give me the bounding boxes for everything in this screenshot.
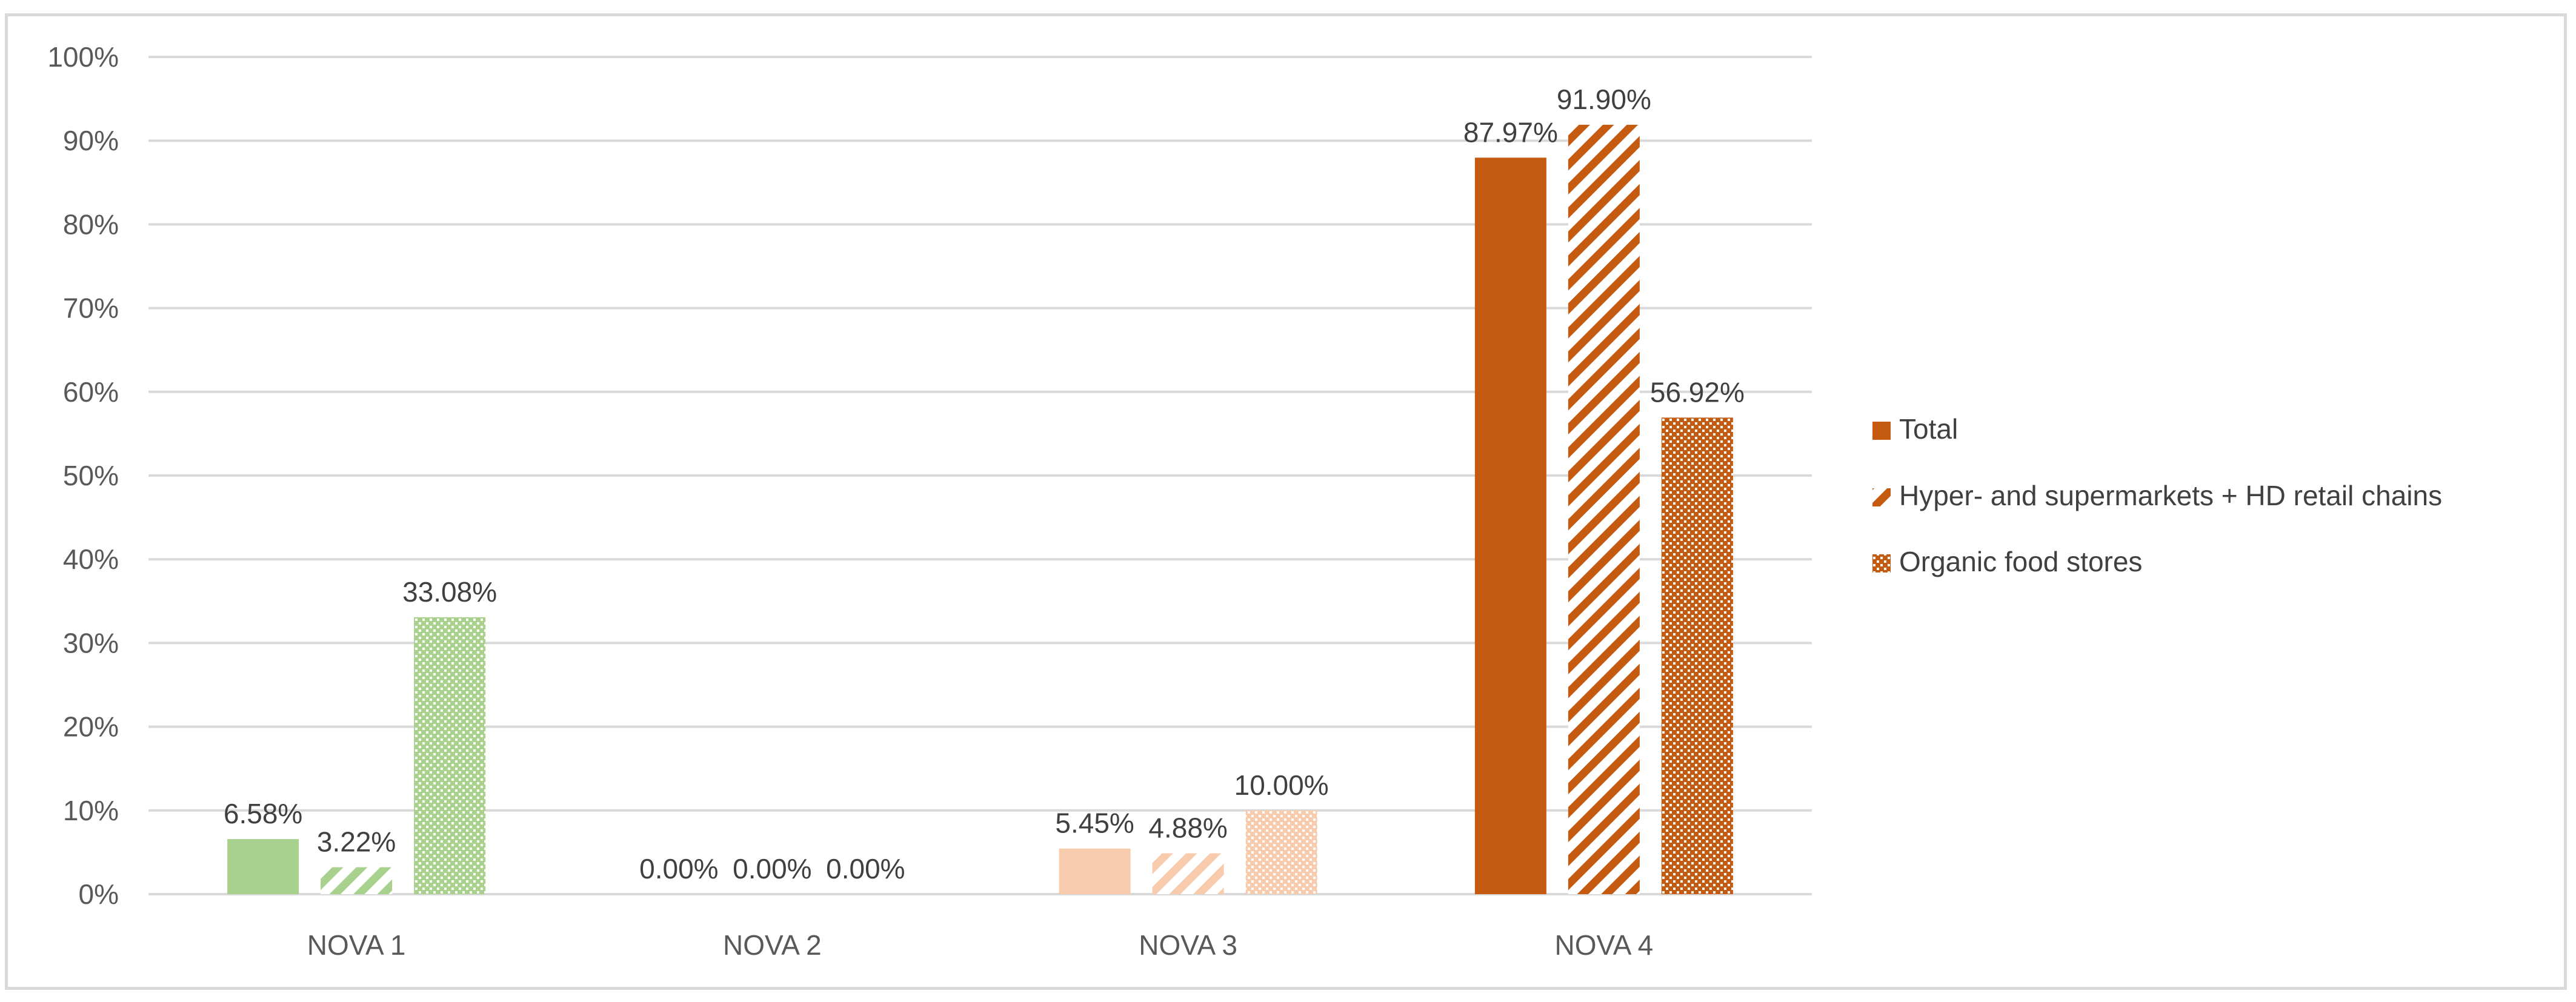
data-label: 0.00%	[733, 853, 811, 884]
data-label: 6.58%	[224, 798, 302, 829]
data-label: 87.97%	[1463, 116, 1558, 148]
y-tick-label: 0%	[79, 878, 119, 910]
data-labels: 6.58% 3.22% 33.08% 0.00% 0.00% 0.00% 5.45% 4.88…	[224, 84, 1745, 884]
y-tick-label: 100%	[47, 41, 119, 73]
legend: Total Hyper- and supermarkets + HD retail…	[1872, 413, 2442, 577]
bar-diagonal-1	[321, 867, 393, 894]
legend-swatch-dotted	[1872, 554, 1891, 572]
y-tick-label: 50%	[63, 460, 119, 491]
x-tick-label: NOVA 1	[307, 929, 406, 961]
y-tick-label: 20%	[63, 711, 119, 743]
legend-swatch-diagonal	[1872, 488, 1891, 506]
data-label: 0.00%	[826, 853, 905, 884]
x-tick-label: NOVA 2	[723, 929, 822, 961]
bar-solid-3	[1059, 848, 1131, 894]
y-tick-label: 90%	[63, 125, 119, 156]
data-label: 0.00%	[639, 853, 718, 884]
data-label: 10.00%	[1234, 769, 1329, 801]
y-tick-label: 70%	[63, 293, 119, 324]
bar-solid-1	[227, 839, 299, 894]
legend-label: Total	[1899, 413, 1958, 445]
bar-dotted-1	[414, 617, 486, 894]
legend-label: Organic food stores	[1899, 546, 2142, 577]
y-axis-ticks: 0% 10% 20% 30% 40% 50% 60% 70% 80% 90% 100%	[47, 41, 119, 910]
data-label: 5.45%	[1055, 808, 1134, 839]
data-label: 33.08%	[402, 576, 497, 608]
y-tick-label: 40%	[63, 543, 119, 575]
bar-dotted-3	[1245, 810, 1317, 894]
y-tick-label: 80%	[63, 208, 119, 240]
bar-diagonal-3	[1152, 853, 1224, 894]
x-axis-ticks: NOVA 1 NOVA 2 NOVA 3 NOVA 4	[307, 929, 1654, 961]
bar-dotted-4	[1661, 417, 1733, 894]
legend-label: Hyper- and supermarkets + HD retail chai…	[1899, 480, 2442, 511]
gridlines	[148, 56, 1812, 895]
x-tick-label: NOVA 3	[1139, 929, 1237, 961]
data-label: 91.90%	[1557, 84, 1651, 115]
data-label: 4.88%	[1148, 812, 1227, 844]
data-label: 3.22%	[317, 826, 396, 857]
x-tick-label: NOVA 4	[1554, 929, 1653, 961]
bars	[227, 124, 1733, 894]
y-tick-label: 60%	[63, 376, 119, 408]
bar-solid-4	[1474, 158, 1546, 894]
y-tick-label: 10%	[63, 795, 119, 826]
data-label: 56.92%	[1650, 376, 1745, 408]
bar-diagonal-4	[1568, 124, 1640, 894]
y-tick-label: 30%	[63, 627, 119, 659]
legend-swatch-solid	[1872, 422, 1891, 440]
